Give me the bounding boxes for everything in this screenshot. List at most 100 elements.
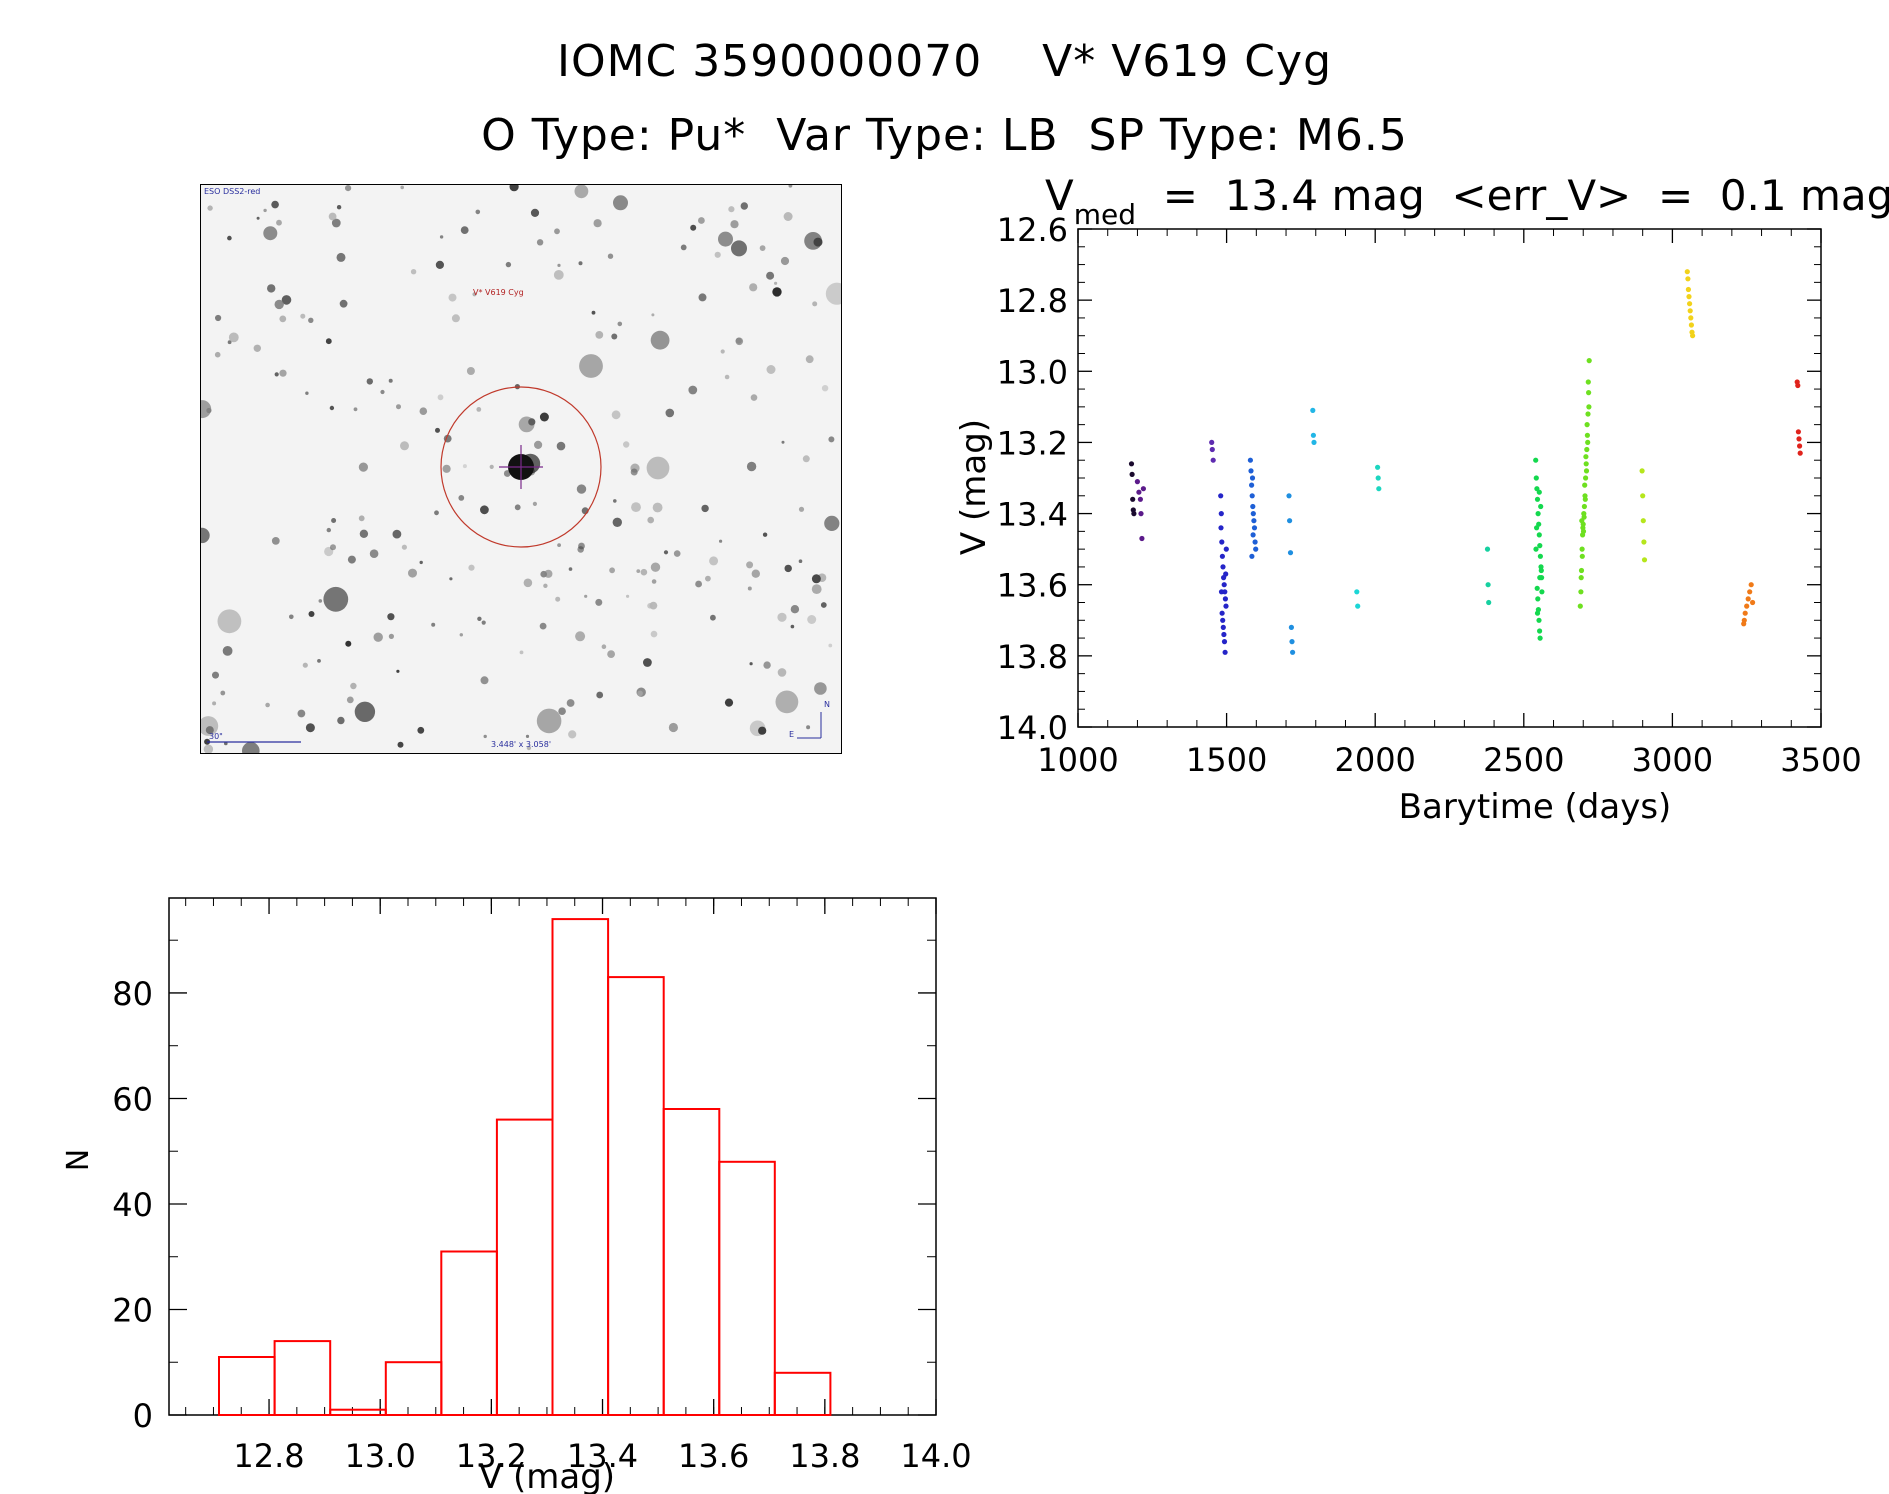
finder-star <box>305 391 309 395</box>
finder-star <box>747 586 752 591</box>
light-curve-y-tick-label: 12.8 <box>997 282 1068 320</box>
finder-star <box>553 270 564 280</box>
finder-star <box>695 580 702 588</box>
finder-star <box>790 624 795 629</box>
light-curve-point <box>1577 603 1583 609</box>
light-curve-point <box>1641 557 1648 563</box>
finder-star <box>300 313 306 319</box>
finder-star <box>536 239 544 246</box>
histogram-y-tick-label: 60 <box>112 1080 153 1118</box>
finder-star <box>651 579 657 584</box>
finder-star <box>212 701 217 706</box>
light-curve-point <box>1741 617 1747 623</box>
light-curve-point <box>1539 575 1545 581</box>
finder-star <box>256 216 260 220</box>
finder-star <box>289 614 294 620</box>
light-curve-point <box>1742 610 1748 616</box>
finder-star <box>265 702 270 708</box>
light-curve-point <box>1688 315 1694 321</box>
light-curve-point <box>1687 301 1693 307</box>
light-curve-point <box>1583 461 1589 467</box>
finder-star <box>698 293 707 302</box>
finder-star <box>557 263 561 267</box>
light-curve-point <box>1583 475 1589 481</box>
light-curve-point <box>1795 382 1801 389</box>
light-curve-point <box>1219 539 1225 545</box>
light-curve-point <box>1640 518 1646 524</box>
finder-star <box>543 583 548 588</box>
light-curve-point <box>1534 496 1541 502</box>
finder-star <box>388 633 394 639</box>
light-curve-point <box>1684 269 1690 275</box>
finder-star <box>690 224 697 231</box>
finder-star <box>329 405 335 411</box>
light-curve-point <box>1219 610 1225 616</box>
finder-star <box>337 716 345 725</box>
histogram-y-tick-label: 80 <box>112 975 153 1013</box>
finder-star <box>807 615 817 624</box>
light-curve-point <box>1222 589 1228 595</box>
light-curve-y-tick-label: 13.0 <box>997 353 1068 391</box>
finder-star <box>435 427 440 433</box>
scale-bar-label: 30" <box>209 732 223 741</box>
finder-star <box>392 529 402 539</box>
finder-star <box>798 559 803 563</box>
light-curve-x-tick-label: 2500 <box>1483 741 1564 779</box>
histogram-x-tick-label: 13.0 <box>345 1437 416 1475</box>
light-curve-point <box>1376 486 1382 492</box>
light-curve-point <box>1218 510 1224 517</box>
finder-star <box>489 464 494 469</box>
finder-star <box>279 369 287 377</box>
finder-star <box>714 251 721 258</box>
finder-star <box>317 659 321 663</box>
light-curve-point <box>1533 475 1539 481</box>
light-curve-point <box>1578 575 1584 581</box>
light-curve-point <box>1484 546 1491 552</box>
finder-star <box>201 527 210 544</box>
histogram-y-tick-label: 40 <box>112 1186 153 1224</box>
light-curve-point <box>1223 603 1229 609</box>
finder-star <box>710 614 716 621</box>
light-curve-point <box>1310 407 1316 413</box>
light-curve-point <box>1797 443 1803 449</box>
light-curve-point <box>1537 628 1543 634</box>
finder-star <box>750 394 758 401</box>
light-curve-title-v: V <box>1045 171 1074 220</box>
finder-star <box>568 567 573 571</box>
light-curve-point <box>1375 475 1381 481</box>
finder-star <box>591 310 596 315</box>
light-curve-point <box>1797 450 1803 456</box>
finder-star <box>396 669 400 673</box>
target-label: V* V619 Cyg <box>473 288 524 297</box>
finder-star <box>613 499 617 503</box>
light-curve-point <box>1288 624 1294 631</box>
finder-star <box>475 209 481 215</box>
light-curve-point <box>1579 518 1585 524</box>
finder-star <box>611 333 618 340</box>
light-curve-point <box>1586 390 1592 396</box>
finder-star <box>480 505 489 515</box>
light-curve-point <box>1685 276 1691 282</box>
light-curve-y-tick-label: 13.2 <box>997 424 1068 462</box>
finder-star <box>476 407 482 412</box>
light-curve-point <box>1534 486 1540 492</box>
light-curve-point <box>1750 599 1756 606</box>
finder-star <box>578 542 585 550</box>
light-curve-title: Vmed = 13.4 mag <err_V> = 0.1 mag <box>1045 171 1889 231</box>
light-curve-y-tick-label: 13.6 <box>997 567 1068 605</box>
histogram-x-tick-label: 12.8 <box>233 1437 304 1475</box>
finder-star <box>276 219 282 226</box>
finder-star <box>609 567 615 574</box>
finder-star <box>281 295 292 305</box>
finder-star <box>575 631 586 642</box>
finder-star <box>814 682 827 695</box>
finder-star <box>749 283 758 292</box>
finder-star <box>724 698 734 707</box>
light-curve-point <box>1640 493 1646 499</box>
finder-star <box>626 594 630 598</box>
finder-star <box>651 313 655 317</box>
finder-star <box>673 550 681 557</box>
finder-star <box>539 622 547 630</box>
light-curve-point <box>1219 553 1225 559</box>
light-curve-point <box>1218 493 1224 499</box>
